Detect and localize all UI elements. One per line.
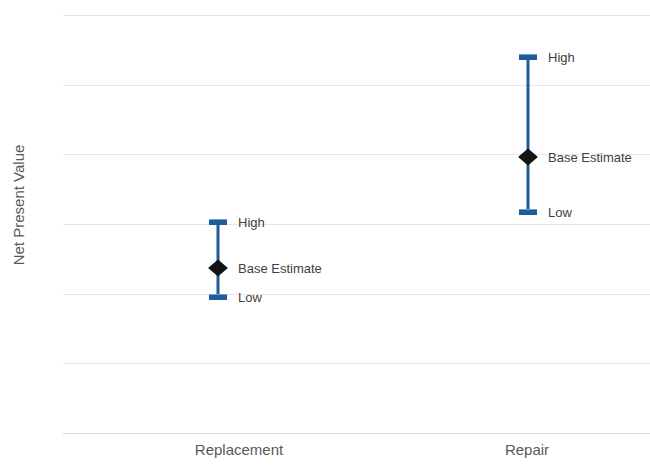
category-label-repair: Repair [505, 441, 549, 458]
gridline [63, 85, 650, 86]
high-cap-repair [519, 54, 537, 60]
low-label-repair: Low [548, 205, 572, 220]
range-line-repair [527, 57, 530, 212]
category-label-replacement: Replacement [195, 441, 283, 458]
low-label-replacement: Low [238, 290, 262, 305]
base-estimate-label-replacement: Base Estimate [238, 260, 322, 275]
x-axis-line [63, 433, 650, 434]
gridline [63, 363, 650, 364]
plot-area: High Low Base Estimate Replacement High Low Ba… [0, 0, 650, 466]
base-estimate-marker-repair [518, 149, 538, 166]
high-cap-replacement [209, 219, 227, 225]
high-label-replacement: High [238, 214, 265, 229]
gridline [63, 294, 650, 295]
npv-range-chart: Net Present Value HighLowBase EstimateRe… [0, 0, 650, 466]
base-estimate-marker-replacement [208, 259, 228, 276]
high-label-repair: High [548, 49, 575, 64]
low-cap-replacement [209, 294, 227, 300]
gridline [63, 224, 650, 225]
low-cap-repair [519, 209, 537, 215]
base-estimate-label-repair: Base Estimate [548, 150, 632, 165]
gridline [63, 15, 650, 16]
